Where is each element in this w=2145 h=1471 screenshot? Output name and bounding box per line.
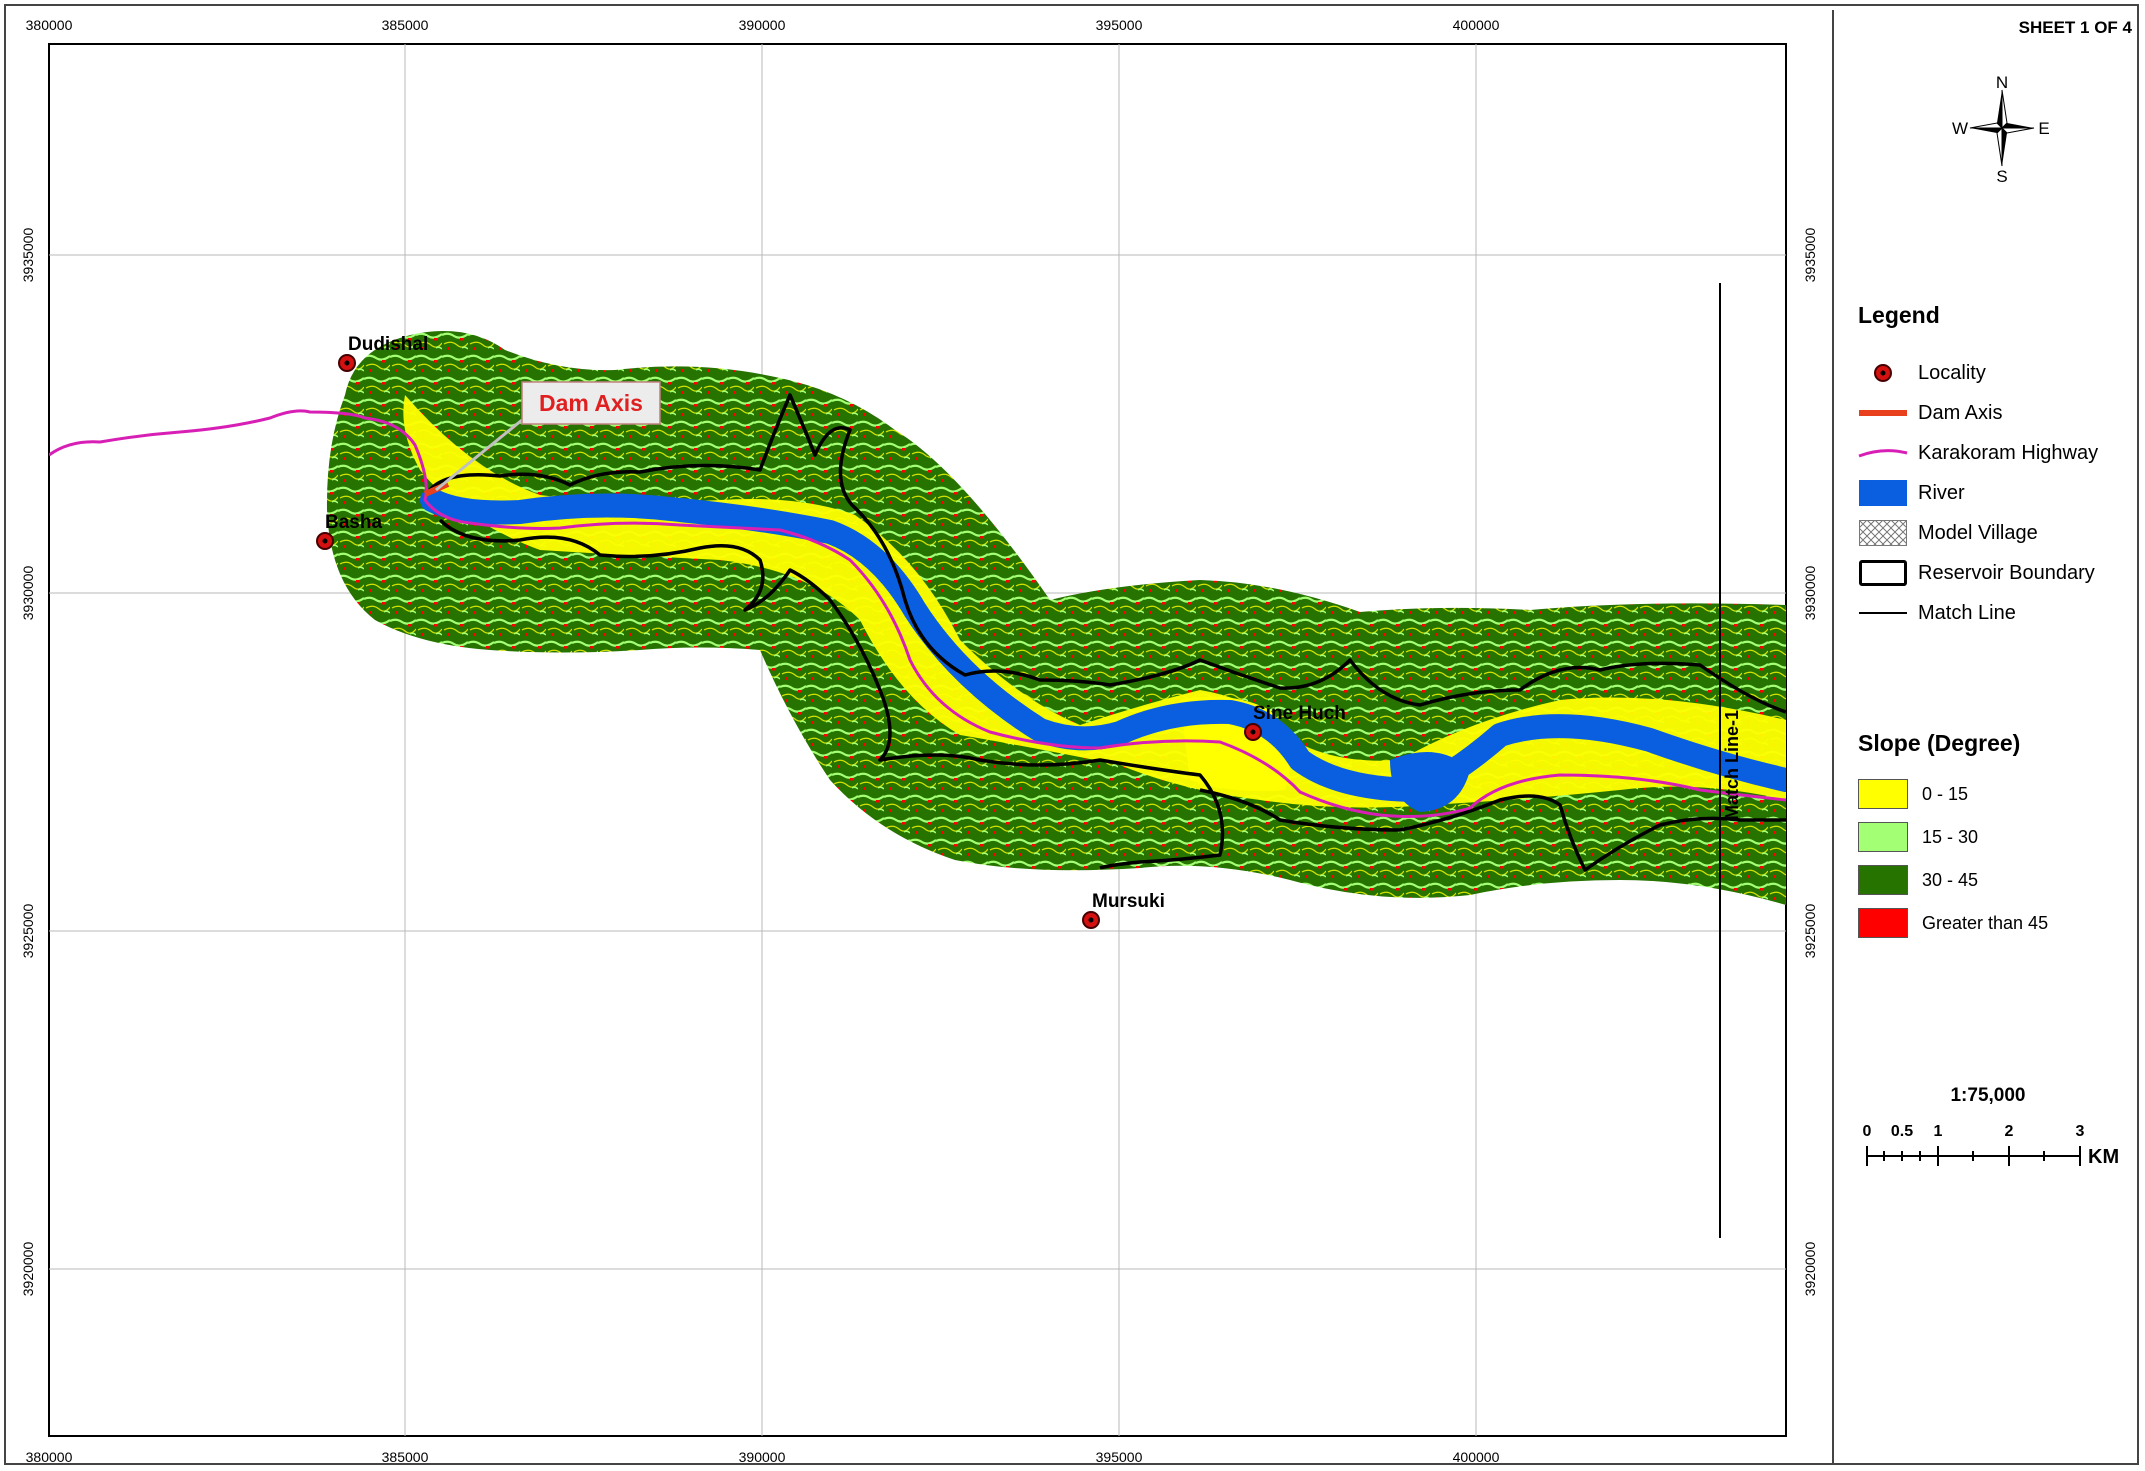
y-tick-label: 3920000 — [1802, 1242, 1818, 1297]
south-label: S — [1996, 167, 2007, 186]
slope-swatch — [1858, 908, 1908, 938]
legend-title: Legend — [1858, 302, 1940, 328]
legend-item-river: River — [1858, 478, 1965, 508]
match-line-label: Match Line-1 — [1722, 710, 1742, 820]
map-outer-frame — [4, 4, 2139, 1465]
x-tick-labels-top: 380000 385000 390000 395000 400000 — [26, 17, 1500, 33]
low-slope-valley — [403, 395, 1786, 808]
sheet-number: SHEET 1 OF 4 — [2018, 18, 2132, 37]
x-tick-label: 380000 — [26, 1449, 73, 1465]
legend-label: Match Line — [1918, 601, 2016, 624]
legend-item-match-line: Match Line — [1858, 598, 2016, 628]
locality-sine-huch: Sine Huch — [1244, 703, 1346, 741]
locality-basha: Basha — [316, 512, 382, 550]
slope-class-0-15: 0 - 15 — [1858, 778, 1968, 810]
legend-label: Reservoir Boundary — [1918, 561, 2095, 584]
legend-item-model-village: Model Village — [1858, 518, 2038, 548]
slope-swatch — [1858, 822, 1908, 852]
x-tick-label: 390000 — [739, 1449, 786, 1465]
slope-label: Greater than 45 — [1922, 912, 2049, 933]
slope-swatch — [1858, 779, 1908, 809]
scale-tick-label: 3 — [2076, 1123, 2085, 1140]
legend-item-highway: Karakoram Highway — [1858, 438, 2098, 468]
y-tick-label: 3930000 — [20, 566, 36, 621]
dam-axis-label: Dam Axis — [539, 390, 643, 416]
locality-label: Sine Huch — [1253, 703, 1346, 724]
legend-label: Dam Axis — [1918, 401, 2003, 424]
slope-swatch — [1858, 865, 1908, 895]
dam-axis-callout-leader — [435, 418, 523, 492]
legend-item-reservoir-boundary: Reservoir Boundary — [1858, 558, 2095, 588]
map-side-panel: SHEET 1 OF 4 N S E W Legend Locality Dam… — [1832, 10, 2140, 1465]
scale-bar: 0 0.5 1 2 3 KM — [1863, 1123, 2120, 1168]
dam-axis-callout-box — [521, 381, 661, 425]
locality-dot-icon — [1874, 364, 1892, 382]
north-label: N — [1996, 76, 2008, 92]
x-tick-label: 400000 — [1453, 17, 1500, 33]
crosshatch-icon — [1859, 520, 1907, 546]
slope-label: 15 - 30 — [1922, 826, 1979, 847]
locality-label: Basha — [325, 512, 382, 533]
scale-tick-label: 0 — [1863, 1123, 1872, 1140]
locality-label: Dudishal — [348, 334, 428, 355]
legend-label: Model Village — [1918, 521, 2038, 544]
locality-label: Mursuki — [1092, 891, 1165, 912]
highway-line-icon — [1858, 449, 1908, 458]
slope-class-30-45: 30 - 45 — [1858, 864, 1978, 896]
x-tick-label: 390000 — [739, 17, 786, 33]
river — [420, 488, 1786, 802]
y-tick-labels-left: 3935000 3930000 3925000 3920000 — [20, 228, 36, 1297]
scale-unit: KM — [2088, 1146, 2119, 1168]
x-tick-label: 385000 — [382, 1449, 429, 1465]
y-tick-label: 3935000 — [20, 228, 36, 283]
slope-label: 30 - 45 — [1922, 869, 1979, 890]
legend-label: Locality — [1918, 361, 1986, 384]
east-label: E — [2038, 119, 2049, 138]
legend-label: River — [1918, 481, 1965, 504]
slope-legend-title: Slope (Degree) — [1858, 730, 2021, 756]
slope-class-15-30: 15 - 30 — [1858, 821, 1978, 853]
legend-item-dam-axis: Dam Axis — [1858, 398, 2002, 428]
karakoram-highway — [49, 409, 1786, 818]
scale-tick-label: 0.5 — [1891, 1123, 1913, 1140]
west-label: W — [1952, 119, 1968, 138]
locality-dudishal: Dudishal — [338, 334, 428, 372]
legend-label: Karakoram Highway — [1918, 441, 2099, 464]
y-tick-label: 3930000 — [1802, 566, 1818, 621]
x-tick-label: 400000 — [1453, 1449, 1500, 1465]
compass-rose-icon — [1969, 89, 2035, 167]
y-tick-label: 3925000 — [1802, 904, 1818, 959]
locality-mursuki: Mursuki — [1082, 891, 1165, 929]
x-tick-label: 385000 — [382, 17, 429, 33]
scale-tick-label: 2 — [2005, 1123, 2014, 1140]
slope-label: 0 - 15 — [1922, 783, 1969, 804]
x-tick-label: 380000 — [26, 17, 73, 33]
y-tick-label: 3935000 — [1802, 228, 1818, 283]
reservoir-boundary-icon — [1859, 560, 1907, 586]
scale-ratio: 1:75,000 — [1950, 1085, 2026, 1106]
north-arrow: N S E W — [1952, 76, 2050, 186]
x-tick-label: 395000 — [1096, 17, 1143, 33]
y-tick-label: 3920000 — [20, 1242, 36, 1297]
river-swatch-icon — [1859, 480, 1907, 506]
scale-tick-label: 1 — [1934, 1123, 1943, 1140]
legend-item-locality: Locality — [1858, 358, 1986, 388]
y-tick-label: 3925000 — [20, 904, 36, 959]
x-tick-label: 395000 — [1096, 1449, 1143, 1465]
x-tick-labels-bottom: 380000 385000 390000 395000 400000 — [26, 1449, 1500, 1465]
reservoir-boundary — [426, 393, 1786, 714]
y-tick-labels-right: 3935000 3930000 3925000 3920000 — [1802, 228, 1818, 1297]
match-line-icon — [1859, 612, 1907, 614]
dam-axis-line-icon — [1859, 410, 1907, 416]
slope-class-gt-45: Greater than 45 — [1858, 907, 2048, 939]
